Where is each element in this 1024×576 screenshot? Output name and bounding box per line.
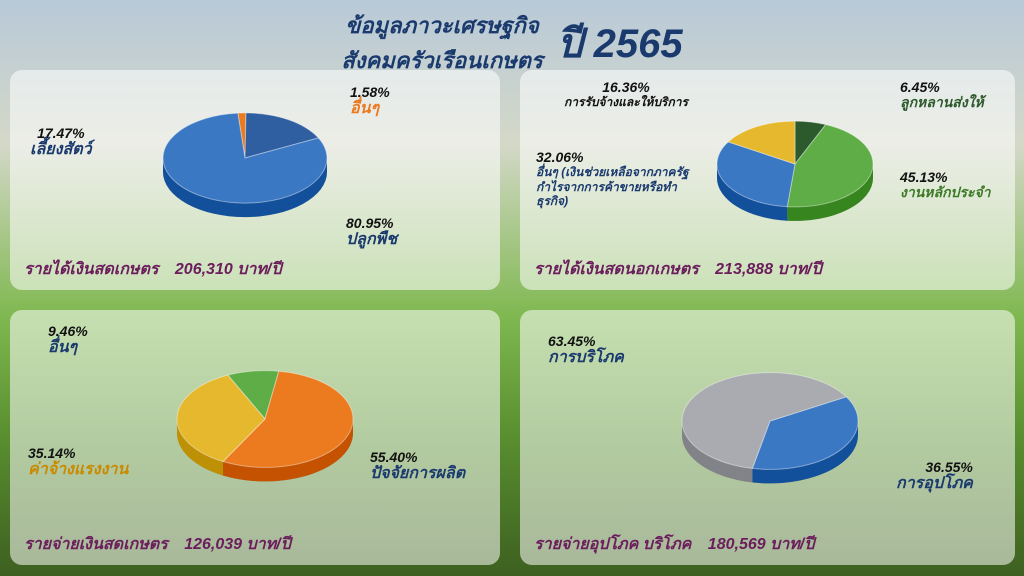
lbl-crops: ปลูกพืช (346, 231, 397, 249)
caption-farm-income-label: รายได้เงินสดเกษตร (24, 261, 158, 278)
pct-children: 6.45% (900, 80, 984, 95)
caption-non-farm-label: รายได้เงินสดนอกเกษตร (534, 261, 699, 278)
lbl-utility: การอุปโภค (896, 475, 973, 493)
header-year: ปี 2565 (557, 11, 683, 75)
pie-chart-farm-expense (165, 334, 365, 514)
lbl-main: งานหลักประจำ (900, 185, 991, 200)
caption-consumption: รายจ่ายอุปโภค บริโภค 180,569 บาท/ปี (534, 532, 814, 557)
pct-crops: 80.95% (346, 216, 397, 231)
caption-farm-income: รายได้เงินสดเกษตร 206,310 บาท/ปี (24, 257, 281, 282)
pct-livestock: 17.47% (30, 126, 92, 141)
caption-non-farm-income: รายได้เงินสดนอกเกษตร 213,888 บาท/ปี (534, 257, 822, 282)
caption-farm-income-value: 206,310 บาท/ปี (175, 261, 282, 278)
header-line1: ข้อมูลภาวะเศรษฐกิจ (345, 8, 538, 43)
panel-consumption: 63.45% การบริโภค 36.55% การอุปโภค รายจ่า… (520, 310, 1015, 565)
lbl-exp-other: อื่นๆ (48, 339, 88, 357)
lbl-wages: ค่าจ้างแรงงาน (28, 461, 128, 479)
lbl-oth2: อื่นๆ (เงินช่วยเหลือจากภาครัฐ กำไรจากการ… (536, 165, 706, 208)
lbl-livestock: เลี้ยงสัตว์ (30, 141, 92, 159)
caption-farm-exp-label: รายจ่ายเงินสดเกษตร (24, 536, 168, 553)
pct-oth2: 32.06% (536, 150, 706, 165)
header: ข้อมูลภาวะเศรษฐกิจ สังคมครัวเรือนเกษตร ป… (0, 0, 1024, 78)
caption-cons-label: รายจ่ายอุปโภค บริโภค (534, 536, 691, 553)
pct-consume: 63.45% (548, 334, 624, 349)
caption-non-farm-value: 213,888 บาท/ปี (715, 261, 822, 278)
panel-non-farm-income: 16.36% การรับจ้างและให้บริการ 6.45% ลูกห… (520, 70, 1015, 290)
panel-farm-income: 1.58% อื่นๆ 17.47% เลี้ยงสัตว์ 80.95% ปล… (10, 70, 500, 290)
pct-other: 1.58% (350, 85, 390, 100)
pct-utility: 36.55% (896, 460, 973, 475)
pct-main: 45.13% (900, 170, 991, 185)
pct-hire: 16.36% (564, 80, 688, 95)
lbl-inputs: ปัจจัยการผลิต (370, 465, 465, 483)
lbl-consume: การบริโภค (548, 349, 624, 367)
lbl-children: ลูกหลานส่งให้ (900, 95, 984, 110)
caption-farm-exp-value: 126,039 บาท/ปี (184, 536, 291, 553)
caption-cons-value: 180,569 บาท/ปี (708, 536, 815, 553)
pct-inputs: 55.40% (370, 450, 465, 465)
lbl-other: อื่นๆ (350, 100, 390, 118)
pie-chart-consumption (670, 336, 870, 516)
pct-wages: 35.14% (28, 446, 128, 461)
pie-chart-farm-income (150, 80, 340, 250)
caption-farm-expense: รายจ่ายเงินสดเกษตร 126,039 บาท/ปี (24, 532, 291, 557)
pct-exp-other: 9.46% (48, 324, 88, 339)
panel-farm-expense: 9.46% อื่นๆ 35.14% ค่าจ้างแรงงาน 55.40% … (10, 310, 500, 565)
lbl-hire: การรับจ้างและให้บริการ (564, 95, 688, 109)
pie-chart-non-farm-income (705, 86, 885, 246)
